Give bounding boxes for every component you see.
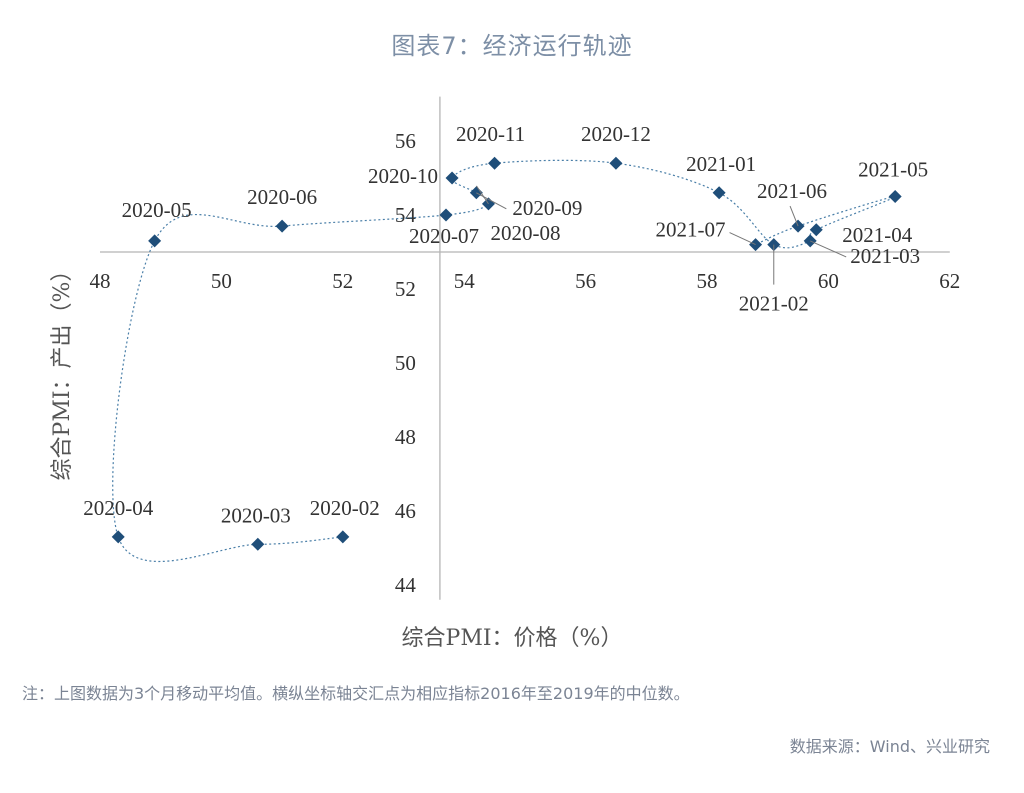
- data-points: [111, 156, 902, 551]
- y-tick-label: 46: [395, 499, 416, 523]
- data-label: 2020-06: [247, 185, 317, 209]
- x-axis-title: 综合PMI：价格（%）: [401, 626, 623, 651]
- y-tick-label: 56: [395, 129, 416, 153]
- data-label: 2021-02: [739, 292, 809, 316]
- data-label: 2020-10: [368, 164, 438, 188]
- label-leader-line: [809, 240, 847, 258]
- data-label: 2021-01: [686, 152, 756, 176]
- y-axis-title: 综合PMI：产出（%）: [50, 259, 75, 481]
- data-label: 2020-03: [221, 503, 291, 527]
- y-tick-label: 44: [395, 573, 417, 597]
- x-tick-label: 62: [939, 269, 960, 293]
- chart-title: 图表7：经济运行轨迹: [391, 32, 633, 60]
- data-point: [445, 171, 459, 185]
- data-point: [888, 190, 902, 203]
- x-tick-label: 58: [697, 269, 718, 293]
- data-point: [809, 223, 823, 237]
- data-point: [275, 219, 289, 233]
- data-point: [251, 537, 265, 551]
- y-tick-label: 48: [395, 425, 416, 449]
- x-tick-label: 56: [575, 269, 596, 293]
- data-label: 2021-03: [850, 244, 920, 268]
- x-tick-label: 60: [818, 269, 839, 293]
- label-leader-line: [476, 185, 489, 205]
- data-point: [609, 156, 623, 170]
- data-label: 2021-04: [842, 223, 912, 247]
- data-label: 2021-06: [757, 179, 827, 203]
- data-label: 2020-05: [122, 198, 192, 222]
- data-label: 2020-11: [456, 122, 525, 146]
- data-label: 2020-04: [83, 496, 153, 520]
- data-point: [488, 156, 502, 170]
- y-tick-label: 54: [395, 203, 417, 227]
- data-label: 2020-02: [310, 496, 380, 520]
- chart-axes: 48 50 52 54 56 58 60 62 44 46 48 50 52 54 56: [90, 96, 960, 600]
- footnote: 注：上图数据为3个月移动平均值。横纵坐标轴交汇点为相应指标2016年至2019年…: [22, 684, 690, 703]
- x-tick-label: 52: [332, 269, 353, 293]
- data-label: 2020-07: [409, 224, 479, 248]
- data-label: 2020-12: [581, 122, 651, 146]
- data-point: [439, 208, 453, 222]
- data-point: [712, 186, 726, 200]
- data-label: 2020-08: [490, 221, 560, 245]
- x-tick-label: 50: [211, 269, 232, 293]
- y-tick-label: 50: [395, 351, 416, 375]
- data-label: 2021-05: [858, 158, 928, 182]
- y-tick-label: 52: [395, 277, 416, 301]
- label-leader-line: [476, 192, 507, 210]
- x-tick-label: 48: [90, 269, 111, 293]
- label-leader-line: [789, 205, 799, 227]
- data-point: [111, 530, 125, 544]
- data-point: [148, 234, 162, 248]
- x-tick-label: 54: [454, 269, 476, 293]
- data-label: 2021-07: [656, 218, 726, 242]
- data-point: [336, 530, 350, 544]
- data-labels: 2020-02 2020-03 2020-04 2020-05 2020-06 2020-…: [83, 122, 928, 527]
- label-leader-line: [729, 232, 756, 246]
- data-source: 数据来源：Wind、兴业研究: [789, 737, 990, 756]
- data-label: 2020-09: [512, 196, 582, 220]
